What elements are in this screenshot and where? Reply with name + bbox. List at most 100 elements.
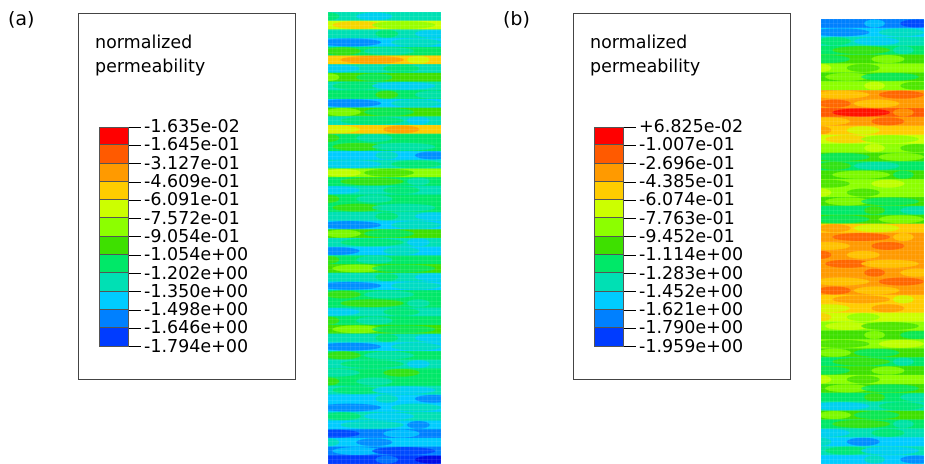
colorbar-swatch — [594, 273, 624, 292]
contour-blob — [825, 384, 871, 393]
colorbar-swatch — [99, 127, 129, 146]
tick-label: -4.609e-01 — [129, 172, 248, 192]
tick-label: -2.696e-01 — [624, 153, 743, 174]
contour-blob — [415, 334, 441, 342]
contour-blob — [821, 117, 850, 126]
tick-mark — [624, 163, 636, 165]
contour-blob — [861, 72, 919, 81]
contour-blob — [821, 63, 832, 72]
tick-label: -4.385e-01 — [624, 172, 743, 192]
tick-label-text: -2.696e-01 — [639, 153, 735, 174]
tick-mark — [624, 218, 636, 220]
tick-mark — [624, 327, 636, 329]
contour-blob — [853, 348, 900, 357]
contour-blob — [871, 366, 905, 375]
contour-blob — [821, 37, 851, 46]
contour-blob — [391, 160, 441, 169]
contour-blob — [332, 325, 383, 334]
contour-blob — [391, 221, 441, 229]
contour-blob — [900, 455, 924, 464]
tick-mark — [129, 273, 141, 275]
contour-blob — [878, 152, 924, 161]
contour-blob — [332, 203, 383, 212]
contour-blob — [340, 116, 404, 125]
contour-blob — [893, 108, 914, 117]
contour-blob — [415, 90, 441, 99]
tick-mark — [129, 309, 141, 311]
contour-blob — [893, 419, 914, 428]
tick-label-text: -1.621e+00 — [639, 300, 744, 321]
tick-label-text: -1.007e-01 — [639, 135, 735, 156]
contour-blob — [853, 37, 900, 46]
tick-labels: -1.635e-02 -1.645e-01 -3.127e-01 -4.609e-01… — [129, 117, 249, 357]
tick-mark — [624, 291, 636, 293]
contour-blob — [328, 168, 361, 177]
tick-mark — [624, 236, 636, 238]
contour-blob — [853, 161, 900, 170]
contour-blob — [328, 64, 360, 73]
contour-blob — [821, 179, 850, 188]
colorbar-swatch — [99, 255, 129, 274]
contour-blob — [821, 241, 850, 250]
contour-blob — [340, 420, 404, 429]
tick-label-text: +6.825e-02 — [639, 117, 744, 138]
tick-label: -3.127e-01 — [129, 153, 248, 174]
contour-blob — [832, 419, 891, 428]
contour-blob — [332, 21, 383, 29]
contour-blob — [364, 168, 414, 177]
contour-blob — [825, 322, 871, 331]
tick-mark — [129, 199, 141, 201]
contour-blob — [328, 342, 382, 351]
tick-label: -1.202e+00 — [129, 264, 248, 284]
contour-blob — [878, 90, 924, 99]
contour-blob — [328, 38, 382, 47]
panel-label: (a) — [8, 8, 35, 30]
tick-label: -1.283e+00 — [624, 264, 743, 284]
legend: normalized permeability +6.825e-02 -1.007… — [573, 13, 791, 380]
contour-blob — [407, 360, 430, 368]
colorbar-swatch — [594, 328, 624, 347]
contour-blob — [328, 438, 340, 447]
contour-blob — [375, 273, 399, 282]
tick-mark — [129, 291, 141, 293]
tick-mark — [624, 181, 636, 183]
colorbar-swatch — [594, 291, 624, 310]
contour-blob — [846, 437, 880, 446]
contour-blob — [328, 368, 360, 377]
contour-blob — [825, 197, 871, 206]
tick-label: -1.959e+00 — [624, 336, 744, 357]
colorbar-swatch — [99, 200, 129, 219]
contour-blob — [340, 360, 404, 368]
contour-blob — [821, 411, 851, 420]
contour-blob — [328, 307, 360, 316]
contour-blob — [415, 151, 441, 160]
contour-blob — [328, 290, 361, 299]
tick-label-text: -3.127e-01 — [144, 153, 240, 174]
contour-blob — [372, 447, 436, 455]
contour-blob — [900, 81, 924, 90]
tick-mark — [624, 126, 636, 128]
tick-label-text: -1.452e+00 — [639, 281, 744, 302]
contour-blob — [871, 179, 905, 188]
contour-blob — [372, 142, 436, 151]
contour-band — [328, 38, 441, 48]
contour-blob — [871, 304, 905, 313]
contour-blob — [356, 316, 393, 325]
tick-mark — [624, 309, 636, 311]
contour-blob — [846, 250, 880, 259]
contour-blob — [900, 330, 924, 339]
tick-label-text: -1.794e+00 — [144, 336, 249, 357]
contour-blob — [328, 134, 340, 142]
contour-band — [821, 401, 924, 412]
tick-label-text: -1.959e+00 — [639, 336, 744, 357]
contour-blob — [821, 90, 870, 99]
contour-blob — [893, 170, 914, 179]
contour-blob — [821, 277, 870, 286]
contour-blob — [832, 108, 891, 117]
contour-blob — [372, 264, 436, 273]
contour-blob — [328, 12, 340, 21]
colorbar-swatch — [594, 181, 624, 201]
tick-label: -1.635e-02 — [129, 117, 248, 137]
colorbar-swatch — [594, 145, 624, 164]
contour-blob — [871, 117, 905, 126]
